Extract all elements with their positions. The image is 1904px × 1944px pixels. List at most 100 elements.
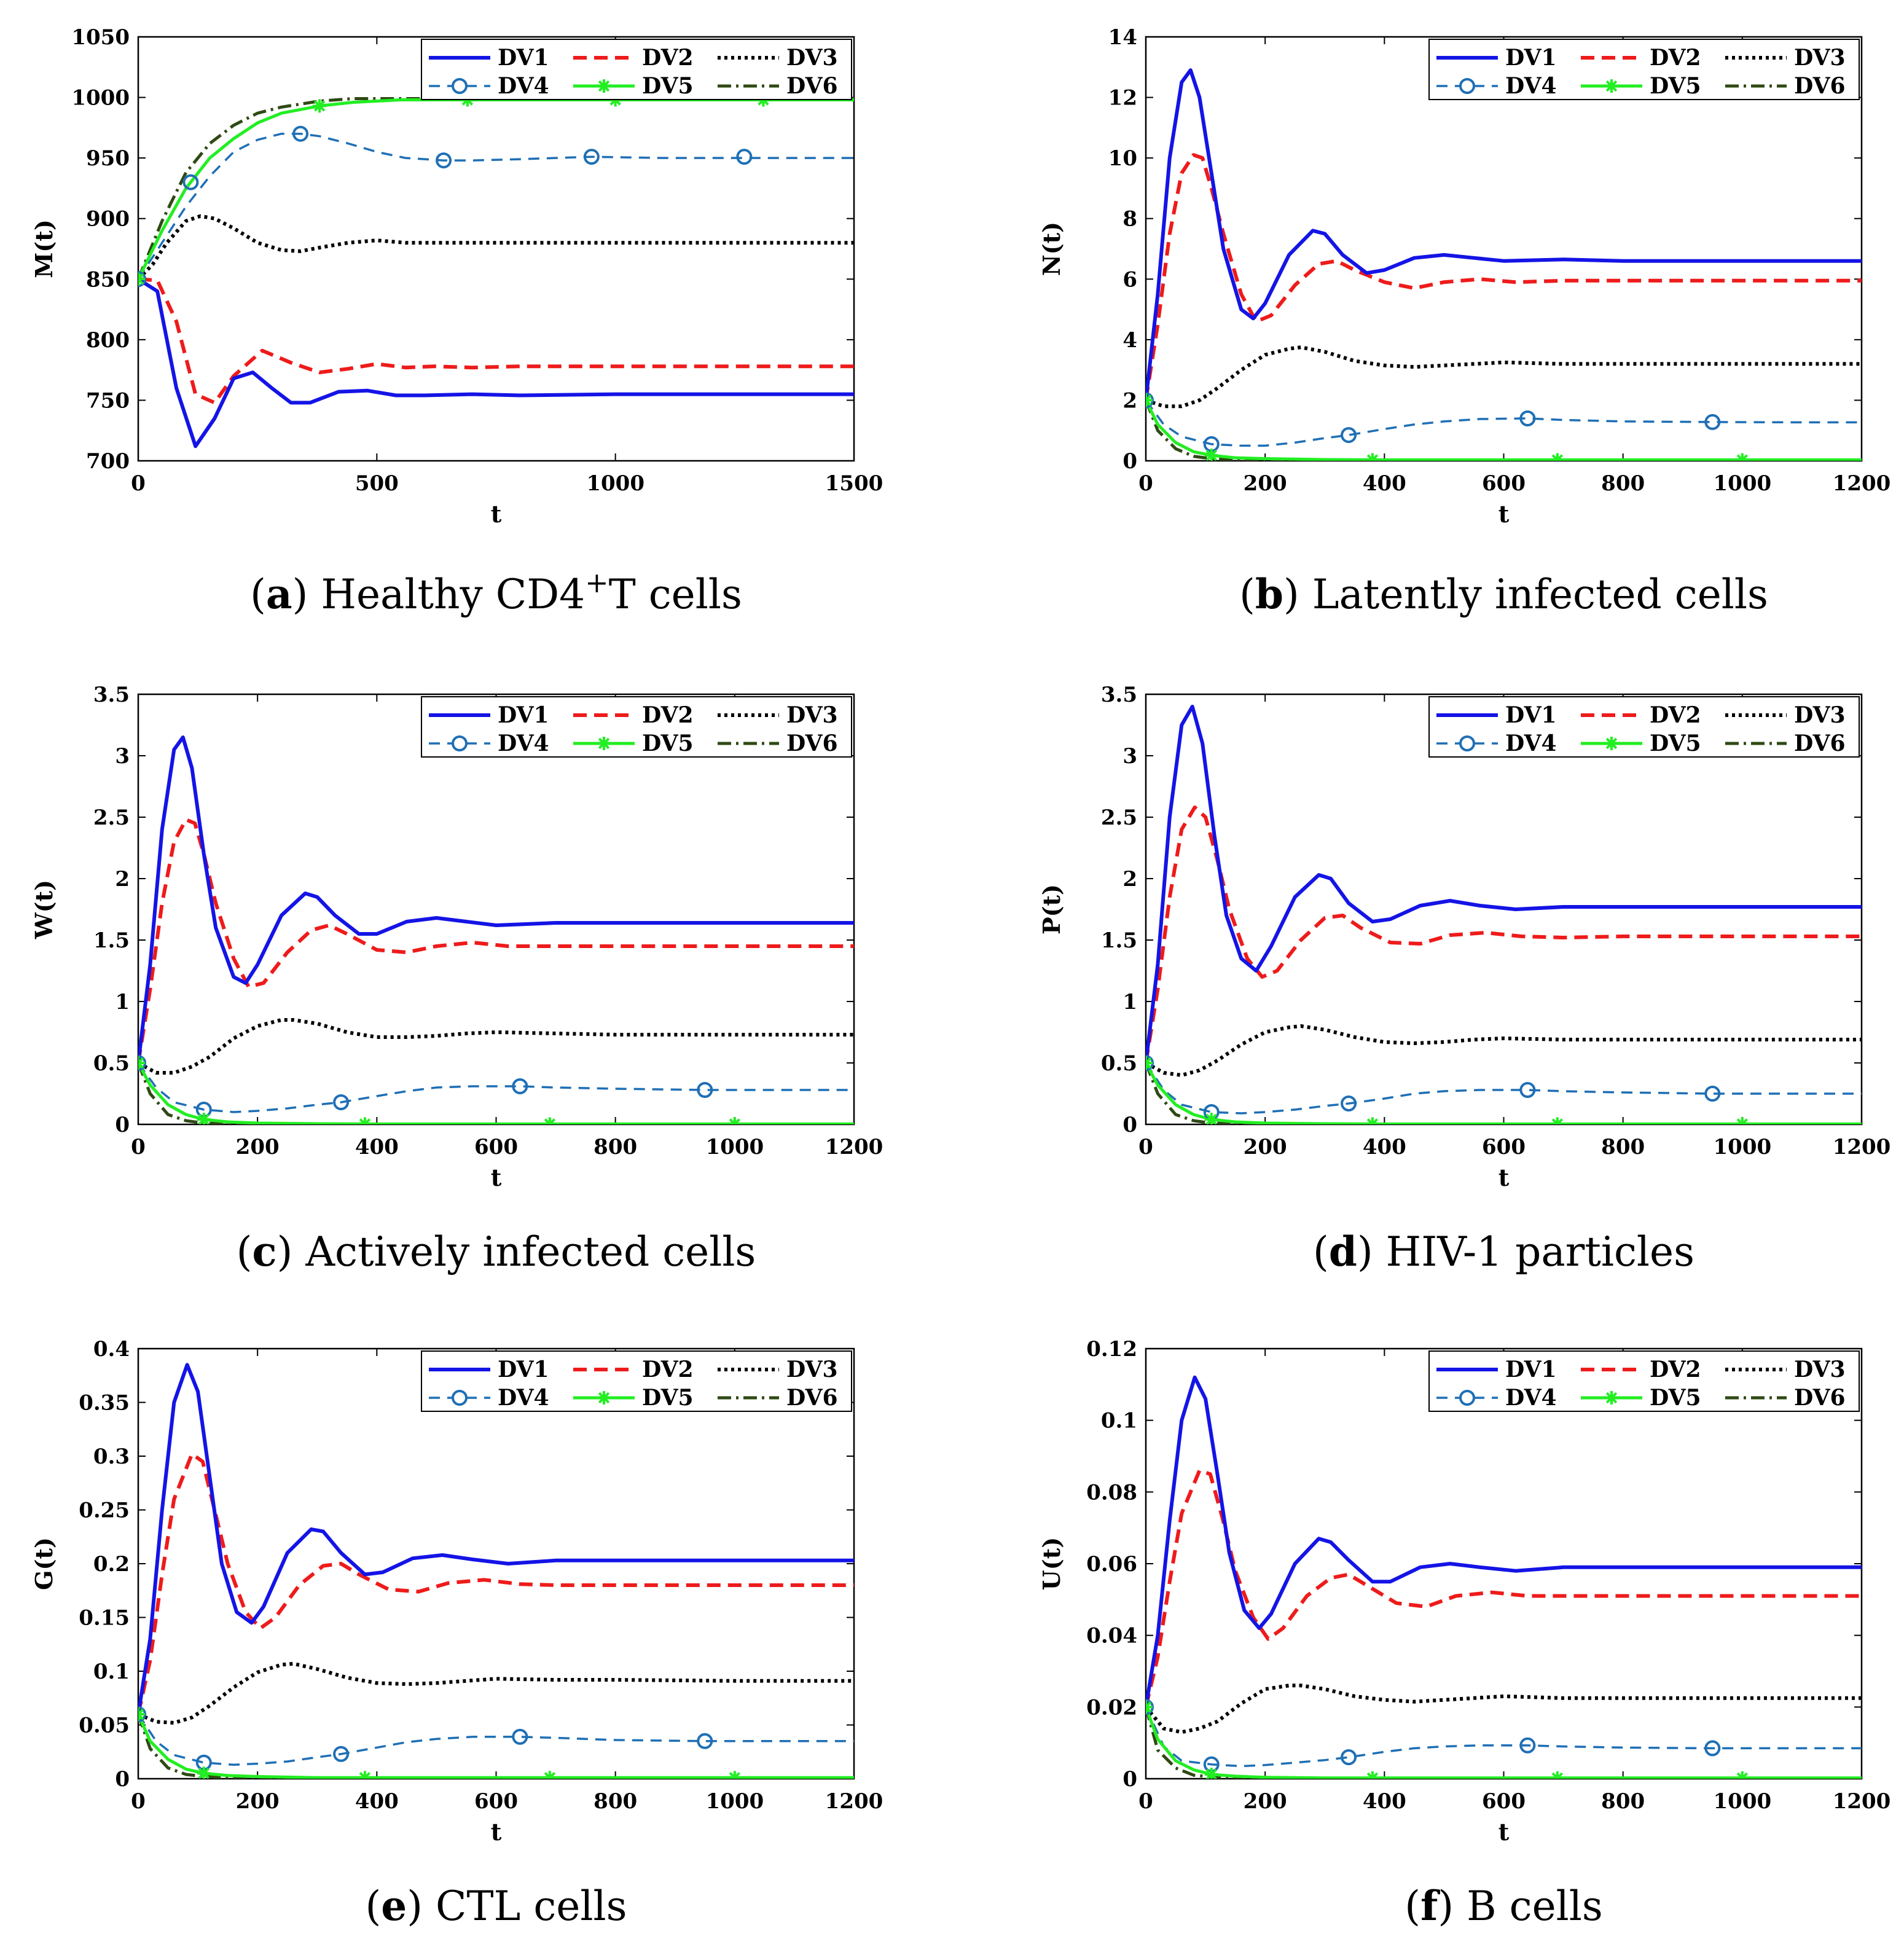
marker-dv5	[543, 1117, 557, 1124]
caption-letter: c	[252, 1228, 276, 1276]
marker-dv5	[1365, 1771, 1379, 1779]
legend-label-dv4: DV4	[498, 1385, 549, 1411]
plot-frame	[1145, 693, 1863, 1126]
series-line-dv2	[1146, 805, 1862, 1064]
caption-suffix: ) CTL cells	[407, 1883, 627, 1930]
legend-box	[421, 696, 852, 758]
series-line-dv2	[1146, 1468, 1862, 1707]
x-tick-label: 1000	[706, 1135, 764, 1159]
x-tick-label: 600	[1482, 1135, 1526, 1159]
legend-marker-dv4	[452, 78, 468, 94]
series-line-dv5	[138, 1713, 854, 1779]
y-tick-label: 0	[1122, 1767, 1137, 1792]
legend-label-dv1: DV1	[498, 1357, 549, 1382]
legend-marker-dv5	[598, 737, 610, 750]
marker-dv5	[1735, 1117, 1749, 1124]
y-tick-label: 0.02	[1086, 1695, 1137, 1720]
panel-caption: (c) Actively infected cells	[237, 1228, 756, 1276]
marker-dv5-stroke	[1369, 1772, 1379, 1779]
series-line-dv2	[138, 818, 854, 1064]
marker-dv5	[138, 1056, 145, 1070]
x-tick-label: 600	[474, 1135, 518, 1159]
marker-dv5	[138, 1707, 145, 1721]
y-tick-label: 3	[1122, 744, 1137, 769]
x-tick-label: 1200	[1833, 471, 1891, 496]
legend-label-dv3: DV3	[786, 702, 838, 728]
y-tick-label: 8	[1122, 207, 1137, 232]
legend-box	[1428, 696, 1860, 758]
y-tick-label: 1050	[71, 25, 130, 50]
legend-marker-dv5	[1605, 737, 1618, 750]
marker-dv4	[436, 152, 452, 169]
panel-a: 0 500 1000 1500 700 750 800 850 900 950 1000 1050 t M…	[30, 25, 883, 618]
legend: DV1 DV2 DV3 DV4 DV5 DV6	[1428, 696, 1860, 758]
legend-label-dv2: DV2	[642, 45, 694, 71]
series-line-dv1	[1146, 705, 1862, 1064]
marker-dv4	[1341, 1095, 1357, 1111]
series-line-dv4	[1146, 1062, 1862, 1115]
marker-dv5-stroke	[1739, 454, 1749, 461]
marker-dv5-stroke	[1146, 1705, 1152, 1713]
legend-marker-dv5	[598, 1392, 610, 1404]
x-tick-label: 1200	[825, 1135, 883, 1159]
y-axis-label: G(t)	[30, 1537, 58, 1590]
y-axis-label: U(t)	[1038, 1537, 1065, 1591]
marker-dv5	[1146, 1056, 1153, 1070]
legend-label-dv6: DV6	[1794, 1385, 1846, 1411]
x-tick-label: 800	[1601, 1789, 1645, 1814]
x-axis-label: t	[491, 500, 502, 528]
legend-label-dv1: DV1	[1505, 45, 1557, 71]
series-line-dv4	[1146, 1706, 1862, 1768]
marker-dv5	[1146, 393, 1153, 407]
series-line-dv5	[1146, 1062, 1862, 1124]
y-tick-label: 0.08	[1086, 1480, 1137, 1505]
y-axis-label: P(t)	[1038, 884, 1065, 935]
x-tick-label: 800	[1601, 1135, 1645, 1159]
x-tick-label: 600	[1482, 1789, 1526, 1814]
y-tick-label: 1.5	[1101, 928, 1137, 953]
x-tick-label: 600	[474, 1789, 518, 1814]
x-tick-label: 0	[1138, 1789, 1153, 1814]
caption-prefix: (	[250, 571, 266, 618]
series-line-dv4	[138, 1714, 854, 1766]
marker-dv5-stroke	[138, 273, 144, 281]
marker-dv5	[1550, 1117, 1564, 1124]
marker-dv5	[1204, 1768, 1218, 1779]
y-axis-label: N(t)	[1038, 222, 1065, 276]
series-line-dv6	[138, 97, 854, 280]
caption-letter: d	[1329, 1228, 1357, 1276]
x-tick-label: 1000	[586, 471, 644, 496]
legend-label-dv6: DV6	[786, 1385, 838, 1411]
legend-label-dv1: DV1	[1505, 702, 1557, 728]
marker-dv5-stroke	[1369, 454, 1379, 461]
series-line-dv1	[138, 735, 854, 1064]
y-tick-label: 800	[86, 328, 130, 353]
legend-box	[421, 39, 852, 100]
y-tick-label: 3.5	[1101, 683, 1137, 707]
caption-letter: a	[266, 570, 292, 618]
x-tick-label: 0	[1138, 1135, 1153, 1159]
caption-letter: f	[1420, 1882, 1440, 1930]
marker-dv5	[1204, 1113, 1218, 1124]
legend: DV1 DV2 DV3 DV4 DV5 DV6	[1428, 1350, 1860, 1412]
marker-dv5-stroke	[1205, 449, 1217, 461]
y-tick-label: 1	[1122, 990, 1137, 1014]
legend-label-dv6: DV6	[1794, 73, 1846, 99]
y-tick-label: 0	[1122, 1113, 1137, 1137]
x-axis-label: t	[1499, 1164, 1510, 1191]
marker-dv5-stroke	[1146, 394, 1152, 402]
marker-dv5	[1365, 1117, 1379, 1124]
y-tick-label: 0	[1122, 449, 1137, 474]
panel-c: 0 200 400 600 800 1000 1200 0 0.5 1 1.5 2 2.5 3 3.5 t W(…	[30, 683, 883, 1276]
x-tick-label: 1200	[1833, 1789, 1891, 1814]
series-line-dv3	[138, 1661, 854, 1725]
plot-area	[138, 93, 854, 449]
legend-label-dv4: DV4	[498, 731, 549, 756]
legend-marker-dv5	[1605, 1392, 1618, 1404]
legend-marker-dv4	[1459, 735, 1475, 751]
caption-suffix: ) Actively infected cells	[277, 1228, 756, 1276]
marker-dv5-stroke	[732, 1772, 741, 1779]
panel-f: 0 200 400 600 800 1000 1200 0 0.02 0.04 0.06 0.08 0.…	[1038, 1337, 1890, 1930]
marker-dv5	[1735, 453, 1749, 461]
series-line-dv5	[138, 1062, 854, 1124]
